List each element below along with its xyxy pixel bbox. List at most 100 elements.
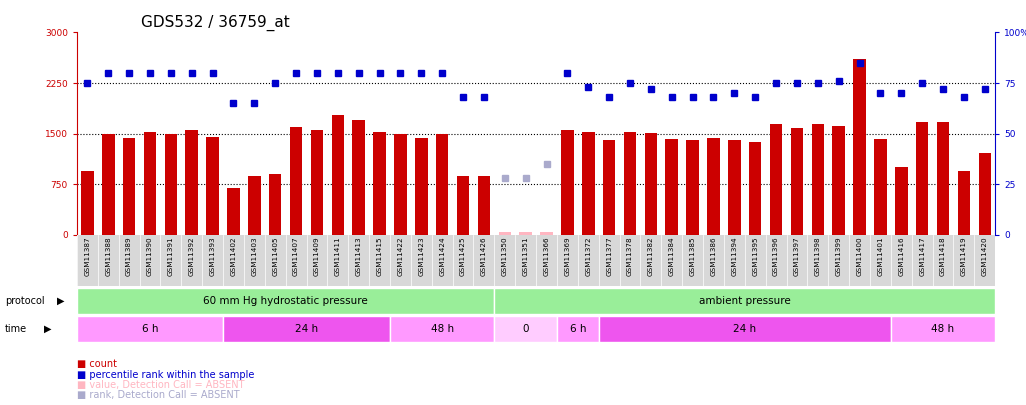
Bar (144, 132, 156, 235)
Bar (206, 137, 219, 235)
Text: 24 h: 24 h (734, 324, 756, 334)
Text: 48 h: 48 h (932, 324, 954, 334)
Bar (353, 120, 365, 235)
Bar (979, 153, 991, 235)
Text: ■ count: ■ count (77, 360, 117, 369)
Text: GSM11395: GSM11395 (752, 237, 758, 276)
Text: GSM11388: GSM11388 (106, 237, 111, 276)
Bar (499, 232, 511, 235)
Text: GSM11411: GSM11411 (334, 237, 341, 276)
Text: GSM11386: GSM11386 (710, 237, 716, 276)
Bar (707, 139, 720, 235)
Text: GSM11382: GSM11382 (647, 237, 654, 276)
Bar (416, 138, 428, 235)
Bar (582, 132, 594, 235)
Bar (223, 316, 390, 342)
Bar (373, 132, 386, 235)
Bar (77, 316, 223, 342)
Text: 48 h: 48 h (431, 324, 453, 334)
Bar (495, 288, 995, 314)
Text: GSM11402: GSM11402 (231, 237, 236, 276)
Text: GSM11393: GSM11393 (209, 237, 215, 276)
Text: GSM11420: GSM11420 (982, 237, 988, 276)
Bar (832, 126, 845, 235)
Bar (874, 139, 886, 235)
Text: GSM11377: GSM11377 (606, 237, 613, 276)
Bar (77, 288, 495, 314)
Bar (916, 122, 929, 235)
Bar (478, 176, 490, 235)
Bar (603, 141, 616, 235)
Text: GSM11351: GSM11351 (522, 237, 528, 276)
Text: GSM11419: GSM11419 (961, 237, 966, 276)
Text: GSM11405: GSM11405 (272, 237, 278, 276)
Text: GSM11389: GSM11389 (126, 237, 132, 276)
Text: ▶: ▶ (57, 296, 65, 305)
Bar (937, 122, 949, 235)
Text: GSM11394: GSM11394 (732, 237, 738, 276)
Text: GSM11397: GSM11397 (794, 237, 800, 276)
Bar (102, 134, 115, 235)
Text: 60 mm Hg hydrostatic pressure: 60 mm Hg hydrostatic pressure (203, 296, 368, 306)
Bar (248, 176, 261, 235)
Text: protocol: protocol (5, 296, 45, 305)
Bar (749, 142, 761, 235)
Text: GSM11403: GSM11403 (251, 237, 258, 276)
Text: 24 h: 24 h (294, 324, 318, 334)
Text: GSM11391: GSM11391 (168, 237, 173, 276)
Text: GSM11415: GSM11415 (377, 237, 383, 276)
Text: GSM11425: GSM11425 (460, 237, 466, 276)
Text: GSM11418: GSM11418 (940, 237, 946, 276)
Text: ■ value, Detection Call = ABSENT: ■ value, Detection Call = ABSENT (77, 380, 244, 390)
Bar (599, 316, 891, 342)
Bar (81, 171, 93, 235)
Text: GDS532 / 36759_at: GDS532 / 36759_at (142, 15, 290, 31)
Bar (557, 316, 599, 342)
Text: GSM11398: GSM11398 (815, 237, 821, 276)
Text: GSM11399: GSM11399 (836, 237, 841, 276)
Text: GSM11378: GSM11378 (627, 237, 633, 276)
Bar (457, 176, 469, 235)
Text: GSM11426: GSM11426 (481, 237, 487, 276)
Bar (331, 115, 344, 235)
Text: GSM11372: GSM11372 (585, 237, 591, 276)
Bar (812, 124, 824, 235)
Text: GSM11424: GSM11424 (439, 237, 445, 276)
Text: time: time (5, 324, 28, 334)
Bar (269, 174, 281, 235)
Text: GSM11401: GSM11401 (877, 237, 883, 276)
Text: GSM11390: GSM11390 (147, 237, 153, 276)
Text: ambient pressure: ambient pressure (699, 296, 791, 306)
Bar (394, 134, 406, 235)
Text: GSM11422: GSM11422 (397, 237, 403, 276)
Bar (895, 167, 908, 235)
Text: GSM11385: GSM11385 (689, 237, 696, 276)
Text: GSM11387: GSM11387 (84, 237, 90, 276)
Bar (957, 171, 971, 235)
Bar (561, 130, 574, 235)
Text: GSM11400: GSM11400 (857, 237, 863, 276)
Bar (164, 134, 177, 235)
Bar (541, 232, 553, 235)
Bar (227, 188, 240, 235)
Bar (854, 60, 866, 235)
Bar (686, 140, 699, 235)
Bar (666, 139, 678, 235)
Bar (311, 130, 323, 235)
Bar (123, 139, 135, 235)
Bar (791, 128, 803, 235)
Text: GSM11409: GSM11409 (314, 237, 320, 276)
Text: GSM11417: GSM11417 (919, 237, 925, 276)
Bar (495, 316, 557, 342)
Text: ■ rank, Detection Call = ABSENT: ■ rank, Detection Call = ABSENT (77, 390, 240, 400)
Bar (390, 316, 495, 342)
Text: GSM11366: GSM11366 (544, 237, 550, 276)
Text: GSM11423: GSM11423 (419, 237, 425, 276)
Bar (891, 316, 995, 342)
Text: GSM11416: GSM11416 (899, 237, 904, 276)
Bar (289, 127, 303, 235)
Text: GSM11369: GSM11369 (564, 237, 570, 276)
Text: GSM11396: GSM11396 (773, 237, 779, 276)
Text: ■ percentile rank within the sample: ■ percentile rank within the sample (77, 370, 254, 379)
Bar (519, 232, 531, 235)
